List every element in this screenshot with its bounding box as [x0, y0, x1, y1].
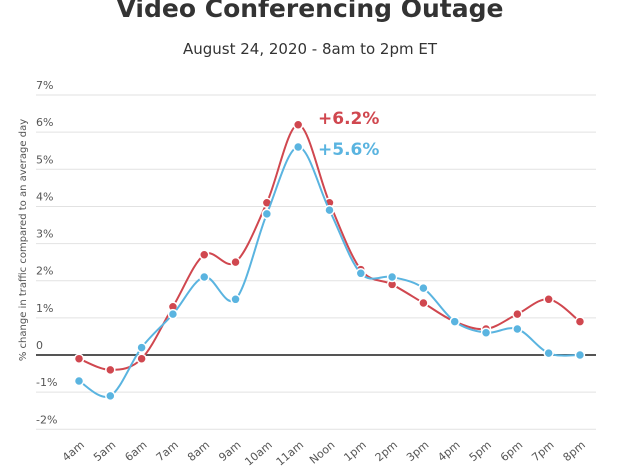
x-tick-label: 4pm	[435, 438, 462, 464]
data-point	[198, 249, 210, 260]
y-tick-label: 5%	[36, 153, 53, 166]
data-point	[136, 342, 147, 353]
peak-annotation: +6.2%	[318, 109, 379, 129]
data-point	[574, 349, 586, 361]
y-tick-label: 4%	[36, 190, 53, 203]
data-point	[230, 294, 241, 305]
data-point	[105, 364, 116, 376]
y-tick-label: 7%	[36, 79, 53, 92]
y-tick-label: -2%	[36, 413, 57, 426]
data-point	[198, 271, 210, 283]
data-point	[324, 204, 335, 216]
y-tick-label: 2%	[36, 265, 53, 278]
data-point	[73, 375, 85, 387]
data-point	[292, 119, 304, 130]
data-point	[261, 208, 273, 220]
data-point	[418, 297, 429, 309]
series-line-0	[78, 123, 581, 371]
chart-subtitle: August 24, 2020 - 8am to 2pm ET	[182, 40, 438, 58]
x-tick-label: 6pm	[498, 438, 525, 464]
x-tick-label: 8pm	[561, 438, 588, 464]
series-line-1	[78, 146, 581, 398]
x-tick-label: 7am	[154, 438, 181, 464]
x-tick-label: 9am	[216, 438, 243, 464]
x-tick-label: Noon	[307, 438, 337, 466]
x-tick-label: 1pm	[341, 438, 368, 464]
peak-annotation: +5.6%	[318, 140, 379, 160]
data-point	[512, 308, 523, 320]
data-point	[543, 347, 554, 359]
x-tick-label: 5pm	[467, 438, 494, 464]
y-tick-label: 1%	[36, 302, 53, 315]
data-point	[230, 256, 241, 268]
x-tick-label: 2pm	[373, 438, 400, 464]
data-point	[292, 141, 304, 153]
data-point	[73, 353, 85, 364]
data-point	[386, 271, 398, 283]
x-tick-label: 7pm	[529, 438, 556, 464]
data-point	[355, 268, 367, 279]
data-point	[105, 390, 116, 402]
data-point	[480, 327, 492, 338]
data-point	[167, 308, 179, 320]
data-point	[418, 282, 429, 294]
x-tick-label: 3pm	[404, 438, 431, 464]
y-tick-label: 3%	[36, 228, 53, 241]
x-tick-label: 6am	[122, 438, 149, 464]
y-tick-label: 6%	[36, 116, 53, 129]
data-point	[543, 294, 554, 305]
data-point	[574, 316, 586, 327]
y-tick-label: -1%	[36, 376, 57, 389]
chart-title: Video Conferencing Outage	[116, 0, 504, 23]
x-tick-label: 5am	[91, 438, 118, 464]
x-tick-label: 8am	[185, 438, 212, 464]
data-point	[512, 323, 523, 335]
x-tick-label: 11am	[274, 438, 306, 466]
y-tick-label: 0	[36, 339, 43, 352]
y-axis-label: % change in traffic compared to an avera…	[18, 119, 29, 361]
data-point	[449, 316, 460, 327]
x-tick-label: 10am	[242, 438, 274, 466]
data-point	[136, 353, 147, 364]
x-tick-label: 4am	[60, 438, 87, 464]
